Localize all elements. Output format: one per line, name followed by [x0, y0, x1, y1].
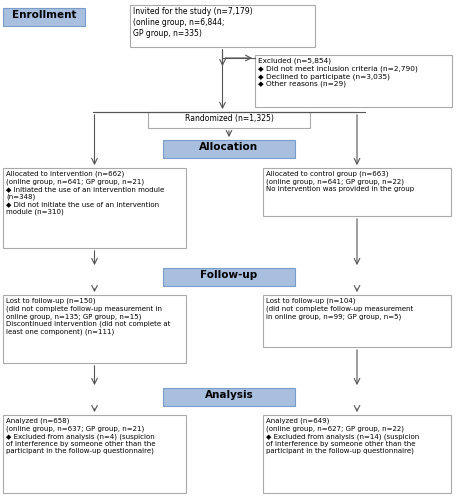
Text: Analyzed (n=649)
(online group, n=627; GP group, n=22)
◆ Excluded from analysis : Analyzed (n=649) (online group, n=627; G…	[266, 418, 419, 455]
FancyBboxPatch shape	[255, 55, 452, 107]
FancyBboxPatch shape	[263, 168, 451, 216]
Text: Follow-up: Follow-up	[201, 270, 257, 280]
Text: Allocated to intervention (n=662)
(online group, n=641; GP group, n=21)
◆ Initia: Allocated to intervention (n=662) (onlin…	[6, 170, 164, 215]
Text: Analysis: Analysis	[205, 390, 253, 400]
FancyBboxPatch shape	[263, 295, 451, 347]
Text: Enrollment: Enrollment	[12, 10, 76, 20]
FancyBboxPatch shape	[3, 295, 186, 363]
FancyBboxPatch shape	[163, 388, 295, 406]
Text: Lost to follow-up (n=104)
(did not complete follow-up measurement
in online grou: Lost to follow-up (n=104) (did not compl…	[266, 298, 413, 320]
FancyBboxPatch shape	[263, 415, 451, 493]
FancyBboxPatch shape	[3, 415, 186, 493]
Text: Allocation: Allocation	[199, 142, 259, 152]
FancyBboxPatch shape	[163, 268, 295, 286]
FancyBboxPatch shape	[3, 168, 186, 248]
Text: Randomized (n=1,325): Randomized (n=1,325)	[185, 114, 273, 124]
Text: Analyzed (n=658)
(online group, n=637; GP group, n=21)
◆ Excluded from analysis : Analyzed (n=658) (online group, n=637; G…	[6, 418, 156, 455]
Text: Lost to follow-up (n=150)
(did not complete follow-up measurement in
online grou: Lost to follow-up (n=150) (did not compl…	[6, 298, 170, 335]
FancyBboxPatch shape	[163, 140, 295, 158]
FancyBboxPatch shape	[148, 112, 310, 128]
Text: Excluded (n=5,854)
◆ Did not meet inclusion criteria (n=2,790)
◆ Declined to par: Excluded (n=5,854) ◆ Did not meet inclus…	[258, 58, 418, 87]
Text: Allocated to control group (n=663)
(online group, n=641; GP group, n=22)
No inte: Allocated to control group (n=663) (onli…	[266, 170, 414, 192]
FancyBboxPatch shape	[3, 8, 85, 26]
Text: Invited for the study (n=7,179)
(online group, n=6,844;
GP group, n=335): Invited for the study (n=7,179) (online …	[133, 8, 253, 38]
FancyBboxPatch shape	[130, 5, 315, 47]
